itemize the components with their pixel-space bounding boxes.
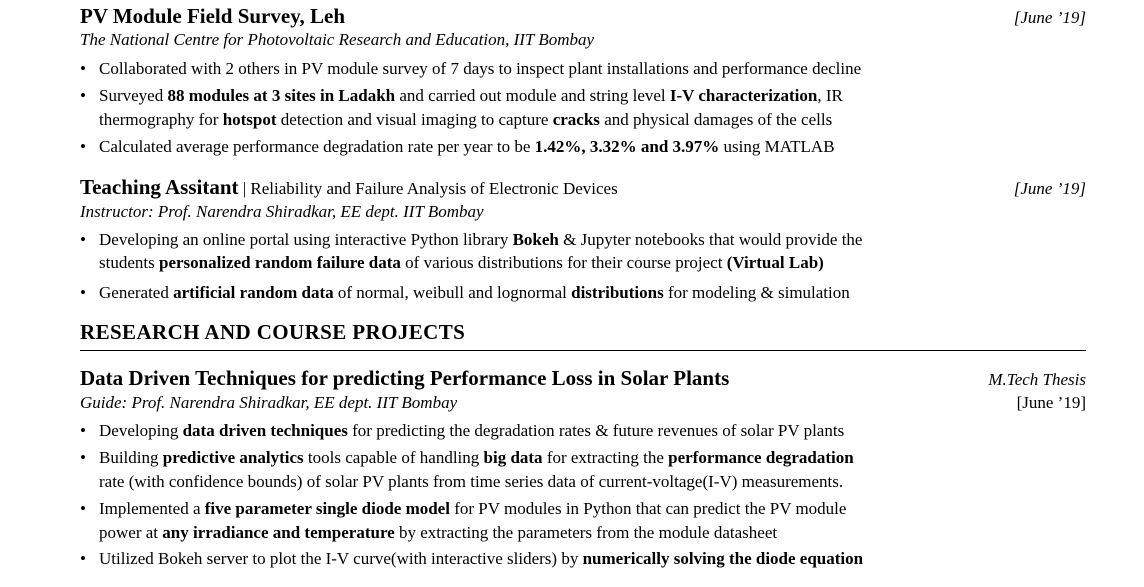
entry-date: [June ’19] xyxy=(1013,8,1086,27)
entry-title: PV Module Field Survey, Leh xyxy=(80,4,1086,29)
entry-teaching-assistant: Teaching Assitant | Reliability and Fail… xyxy=(80,175,1086,310)
entry-title: Data Driven Techniques for predicting Pe… xyxy=(80,366,1086,391)
bullet-glyph: • xyxy=(80,499,86,518)
section-divider xyxy=(80,350,1086,351)
bullet-text: rate (with confidence bounds) of solar P… xyxy=(99,472,844,491)
bullet-glyph: • xyxy=(80,421,86,440)
entry-kind: M.Tech Thesis xyxy=(988,370,1086,389)
bullet-text: Utilized Bokeh server to plot the I-V cu… xyxy=(99,549,864,568)
entry-date: [June ’19] xyxy=(1013,179,1086,198)
bullet-glyph: • xyxy=(80,230,86,249)
instructor: Instructor: Prof. Narendra Shiradkar, EE… xyxy=(80,202,484,221)
entry-pv-survey: PV Module Field Survey, Leh [June ’19] T… xyxy=(80,4,1086,164)
guide: Guide: Prof. Narendra Shiradkar, EE dept… xyxy=(80,393,458,412)
bullet-text: Surveyed 88 modules at 3 sites in Ladakh… xyxy=(99,86,843,105)
bullet-text: Building predictive analytics tools capa… xyxy=(99,448,854,467)
bullet-glyph: • xyxy=(80,59,86,78)
bullet-text: thermography for hotspot detection and v… xyxy=(99,110,833,129)
bullet-glyph: • xyxy=(80,283,86,302)
entry-thesis: Data Driven Techniques for predicting Pe… xyxy=(80,366,1086,581)
bullet-text: Collaborated with 2 others in PV module … xyxy=(99,59,862,78)
title-separator: | xyxy=(238,179,251,198)
entry-date: [June ’19] xyxy=(1016,393,1086,412)
bullet-text: Developing data driven techniques for pr… xyxy=(99,421,845,440)
bullet-text: Generated artificial random data of norm… xyxy=(99,283,850,302)
bullet-text: Developing an online portal using intera… xyxy=(99,230,863,249)
bullet-glyph: • xyxy=(80,448,86,467)
bullet-glyph: • xyxy=(80,549,86,568)
ta-title: Teaching Assitant xyxy=(80,175,239,199)
bullet-text: Implemented a five parameter single diod… xyxy=(99,499,847,518)
entry-title: Teaching Assitant | Reliability and Fail… xyxy=(80,175,1086,200)
bullet-glyph: • xyxy=(80,86,86,105)
course-name: Reliability and Failure Analysis of Elec… xyxy=(250,179,618,198)
survey-title: PV Module Field Survey, Leh xyxy=(80,4,346,28)
thesis-title: Data Driven Techniques for predicting Pe… xyxy=(80,366,730,390)
bullet-text: students personalized random failure dat… xyxy=(99,253,824,272)
organization: The National Centre for Photovoltaic Res… xyxy=(80,30,595,49)
bullet-text: Calculated average performance degradati… xyxy=(99,137,835,156)
bullet-glyph: • xyxy=(80,137,86,156)
section-heading: RESEARCH AND COURSE PROJECTS xyxy=(80,320,466,344)
bullet-text: power at any irradiance and temperature … xyxy=(99,523,778,542)
